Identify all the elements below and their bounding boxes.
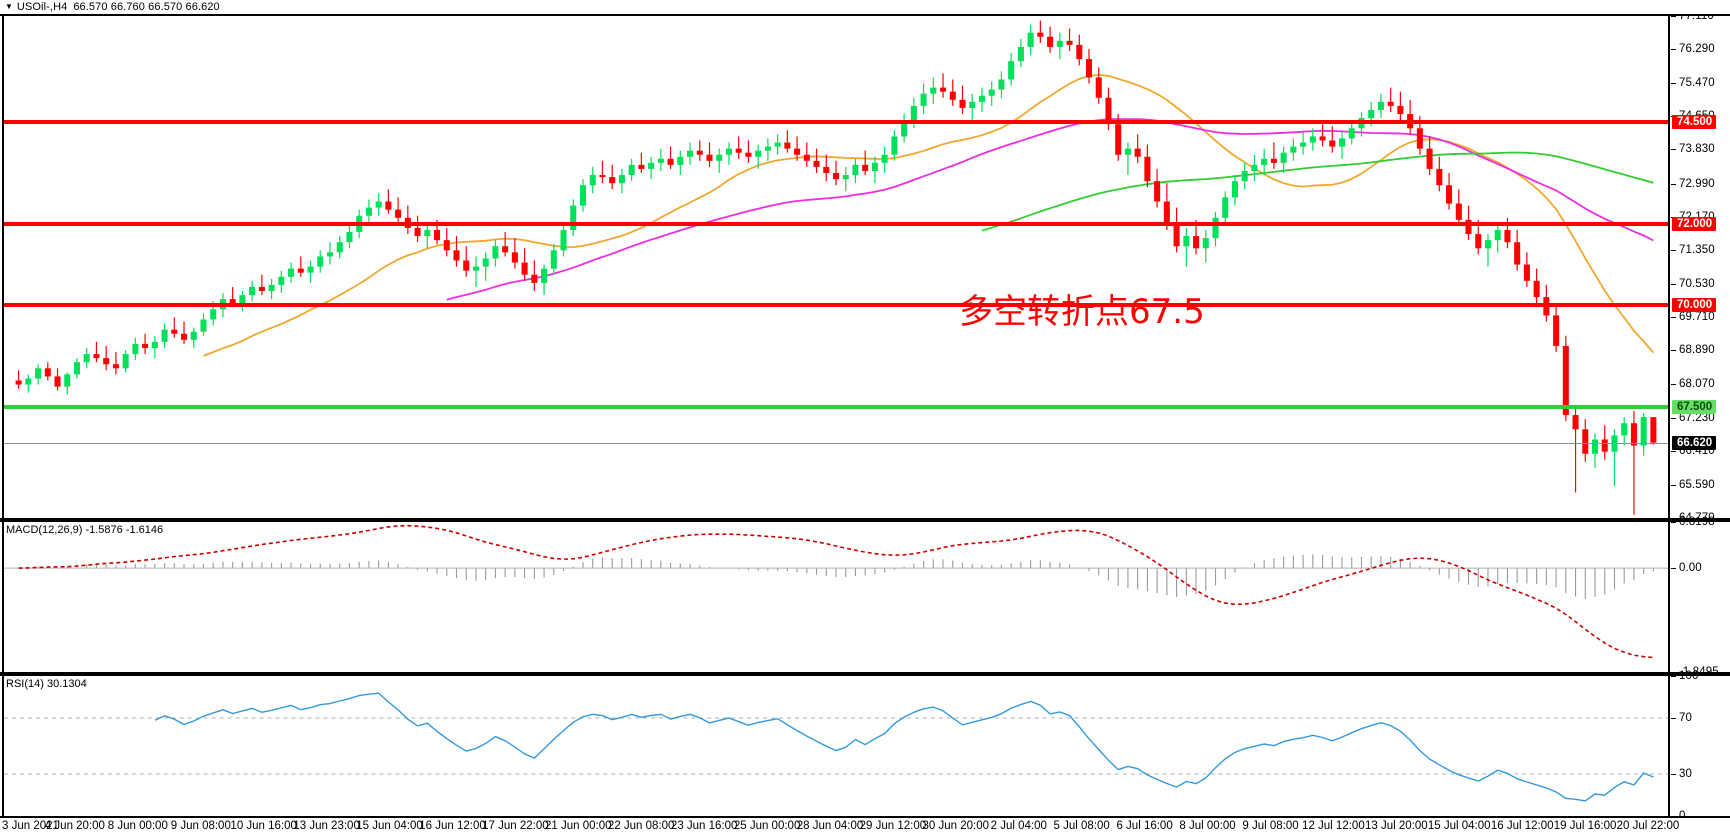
symbol-label: USOil-,H4	[16, 1, 68, 13]
macd-series	[4, 524, 1668, 659]
macd-tick: 0.00	[1670, 562, 1702, 574]
level-line-resistance-72[interactable]	[4, 221, 1668, 226]
rsi-series	[4, 692, 1668, 802]
price-tick: 65.590	[1670, 479, 1715, 491]
time-tick-label: 9 Jul 08:00	[1242, 820, 1299, 832]
price-tag-70-000[interactable]: 70.000	[1672, 298, 1717, 313]
time-tick-label: 3 Jun 2021	[2, 820, 59, 832]
price-tag-74-500[interactable]: 74.500	[1672, 115, 1717, 130]
price-tag-66-620[interactable]: 66.620	[1672, 435, 1717, 450]
rsi-caption: RSI(14) 30.1304	[6, 678, 87, 690]
time-tick-label: 20 Jul 22:00	[1616, 820, 1680, 832]
chart-header: ▼ USOil-,H4 66.570 66.760 66.570 66.620	[0, 0, 1730, 14]
time-tick-label: 13 Jun 23:00	[293, 820, 360, 832]
price-tick: 68.070	[1670, 378, 1715, 390]
macd-plot-area[interactable]	[2, 522, 1668, 672]
rsi-tick: 70	[1670, 712, 1692, 724]
time-tick-label: 4 Jun 20:00	[44, 820, 105, 832]
time-tick-label: 15 Jun 04:00	[356, 820, 423, 832]
price-tick: 71.350	[1670, 244, 1715, 256]
price-plot-area[interactable]: 多空转折点67.5	[2, 16, 1668, 518]
rsi-tick: 30	[1670, 768, 1692, 780]
price-tick: 69.710	[1670, 311, 1715, 323]
macd-axis[interactable]: 0.8198 0.00 -1.8495	[1668, 516, 1730, 678]
time-tick-label: 6 Jul 16:00	[1116, 820, 1173, 832]
time-tick-label: 17 Jun 22:00	[482, 820, 549, 832]
chart-annotation-text: 多空转折点67.5	[959, 292, 1205, 332]
price-tag-72-000[interactable]: 72.000	[1672, 216, 1717, 231]
time-tick-label: 16 Jun 12:00	[419, 820, 486, 832]
time-tick-label: 28 Jun 04:00	[796, 820, 864, 832]
time-tick-label: 15 Jul 04:00	[1427, 820, 1491, 832]
level-line-resistance-70[interactable]	[4, 303, 1668, 308]
time-tick-label: 9 Jun 08:00	[170, 820, 231, 832]
time-axis[interactable]: 3 Jun 2021 4 Jun 20:00 8 Jun 00:00 9 Jun 08…	[0, 818, 1730, 840]
time-tick-label: 5 Jul 08:00	[1053, 820, 1110, 832]
time-tick-label: 22 Jun 08:00	[607, 820, 675, 832]
time-tick-label: 30 Jun 20:00	[922, 820, 990, 832]
time-tick-label: 19 Jul 16:00	[1553, 820, 1617, 832]
time-tick-label: 23 Jun 16:00	[670, 820, 738, 832]
time-tick-label: 12 Jul 12:00	[1302, 820, 1365, 832]
time-tick-label: 8 Jul 00:00	[1179, 820, 1236, 832]
macd-tick: 0.8198	[1670, 516, 1715, 528]
rsi-axis[interactable]: 100 70 30 0	[1668, 670, 1730, 822]
rsi-plot-area[interactable]	[2, 676, 1668, 816]
rsi-panel: RSI(14) 30.1304 100 70 30 0	[0, 670, 1730, 822]
time-tick-label: 25 Jun 00:00	[733, 820, 801, 832]
level-line-support-67.5[interactable]	[4, 404, 1668, 409]
level-line-current-price-66.62[interactable]	[4, 442, 1668, 444]
rsi-tick: 0	[1670, 810, 1686, 822]
chevron-down-icon[interactable]: ▼	[5, 2, 13, 11]
price-panel: 多空转折点67.5 77.11076.29075.47074.65073.830…	[0, 10, 1730, 524]
price-tick: 72.990	[1670, 178, 1715, 190]
macd-panel: MACD(12,26,9) -1.5876 -1.6146 0.8198 0.00…	[0, 516, 1730, 678]
level-line-resistance-74.5[interactable]	[4, 120, 1668, 125]
macd-caption: MACD(12,26,9) -1.5876 -1.6146	[6, 524, 164, 536]
time-tick-label: 2 Jul 04:00	[990, 820, 1047, 832]
time-tick-label: 21 Jun 00:00	[545, 820, 612, 832]
price-tag-67-500[interactable]: 67.500	[1672, 399, 1717, 414]
price-tick: 76.290	[1670, 43, 1715, 55]
price-tick: 70.530	[1670, 278, 1715, 290]
time-tick-label: 29 Jun 12:00	[859, 820, 927, 832]
price-tick: 67.230	[1670, 412, 1715, 424]
price-tick: 75.470	[1670, 77, 1715, 89]
time-tick-label: 10 Jun 16:00	[230, 820, 297, 832]
ohlc-quotes: 66.570 66.760 66.570 66.620	[73, 1, 220, 13]
time-tick-label: 13 Jul 20:00	[1364, 820, 1428, 832]
price-axis[interactable]: 77.11076.29075.47074.65073.83072.99072.1…	[1668, 10, 1730, 524]
price-tick: 68.890	[1670, 344, 1715, 356]
time-tick-label: 16 Jul 12:00	[1490, 820, 1554, 832]
rsi-tick: 100	[1670, 670, 1699, 682]
time-tick-label: 8 Jun 00:00	[107, 820, 168, 832]
price-tick: 73.830	[1670, 143, 1715, 155]
